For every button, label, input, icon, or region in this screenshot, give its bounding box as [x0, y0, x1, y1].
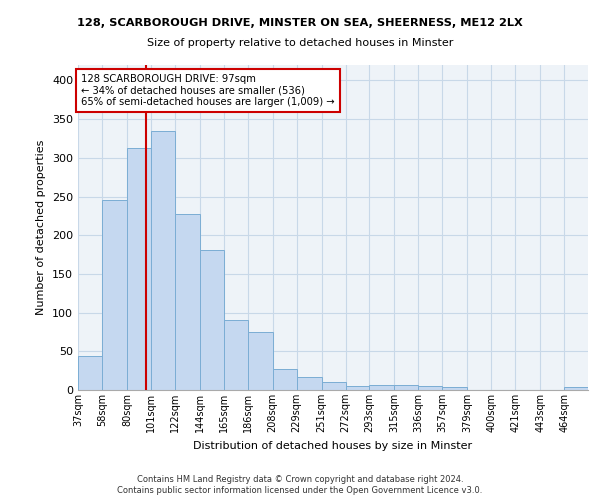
Y-axis label: Number of detached properties: Number of detached properties — [37, 140, 46, 315]
Bar — [248, 332, 272, 390]
Text: Contains HM Land Registry data © Crown copyright and database right 2024.: Contains HM Land Registry data © Crown c… — [137, 474, 463, 484]
Bar — [296, 377, 322, 390]
Bar — [564, 387, 588, 390]
Bar — [442, 387, 467, 390]
X-axis label: Distribution of detached houses by size in Minster: Distribution of detached houses by size … — [193, 440, 473, 450]
Bar — [370, 386, 394, 390]
Bar — [224, 320, 248, 390]
Bar — [127, 148, 151, 390]
Bar — [418, 386, 442, 390]
Bar — [322, 382, 346, 390]
Text: 128, SCARBOROUGH DRIVE, MINSTER ON SEA, SHEERNESS, ME12 2LX: 128, SCARBOROUGH DRIVE, MINSTER ON SEA, … — [77, 18, 523, 28]
Text: Contains public sector information licensed under the Open Government Licence v3: Contains public sector information licen… — [118, 486, 482, 495]
Bar — [346, 386, 370, 390]
Bar — [151, 131, 175, 390]
Bar — [200, 250, 224, 390]
Bar — [102, 200, 127, 390]
Bar — [78, 356, 102, 390]
Text: 128 SCARBOROUGH DRIVE: 97sqm
← 34% of detached houses are smaller (536)
65% of s: 128 SCARBOROUGH DRIVE: 97sqm ← 34% of de… — [82, 74, 335, 108]
Bar — [272, 369, 296, 390]
Bar — [394, 386, 418, 390]
Text: Size of property relative to detached houses in Minster: Size of property relative to detached ho… — [147, 38, 453, 48]
Bar — [175, 214, 200, 390]
